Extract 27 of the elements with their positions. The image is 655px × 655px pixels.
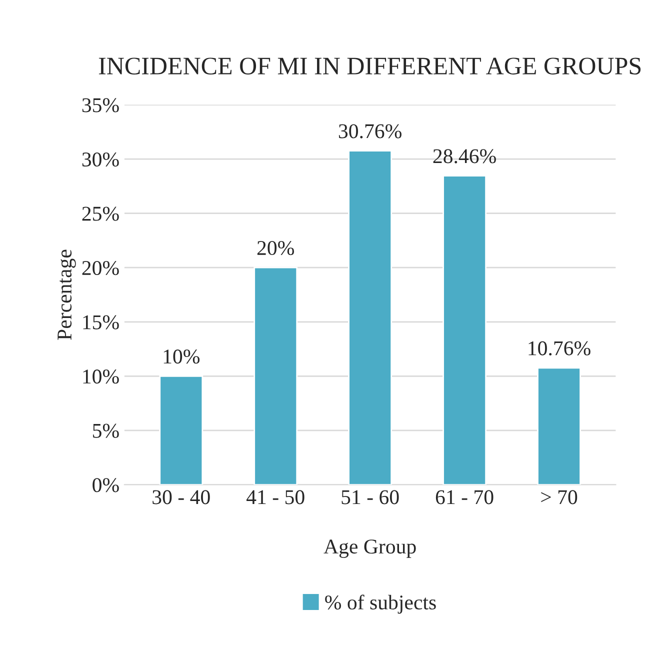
text: 20% (257, 240, 294, 256)
y-tick-label: 25% (82, 206, 119, 221)
bar (159, 375, 204, 485)
text: 30.76% (338, 124, 402, 138)
y-tick-label: 10% (83, 370, 119, 384)
bar (254, 266, 298, 485)
x-axis-title: Age Group (324, 540, 416, 558)
y-tick-label: 5% (93, 424, 119, 438)
text: 28.46% (433, 149, 496, 164)
y-tick-label: 0% (92, 478, 119, 492)
text: 10.76% (528, 341, 590, 356)
text: 10% (164, 350, 200, 364)
y-tick-label: 15% (83, 315, 119, 330)
x-tick-label: 51 - 60 (342, 490, 399, 504)
bar (537, 367, 581, 485)
x-tick-label: 30 - 40 (152, 490, 210, 504)
y-axis-title: Percentage (58, 250, 76, 340)
y-tick-label: 20% (82, 260, 119, 276)
bar (442, 175, 486, 485)
x-tick-label: > 70 (541, 490, 578, 504)
y-tick-label: 35% (82, 98, 119, 112)
x-tick-label: 41 - 50 (246, 490, 304, 504)
bar (348, 150, 392, 485)
legend-label: % of subjects (325, 594, 436, 614)
y-tick-label: 30% (82, 152, 119, 167)
chart-title: INCIDENCE OF MI IN DIFFERENT AGE GROUPS (98, 58, 641, 74)
x-tick-label: 61 - 70 (436, 490, 494, 504)
